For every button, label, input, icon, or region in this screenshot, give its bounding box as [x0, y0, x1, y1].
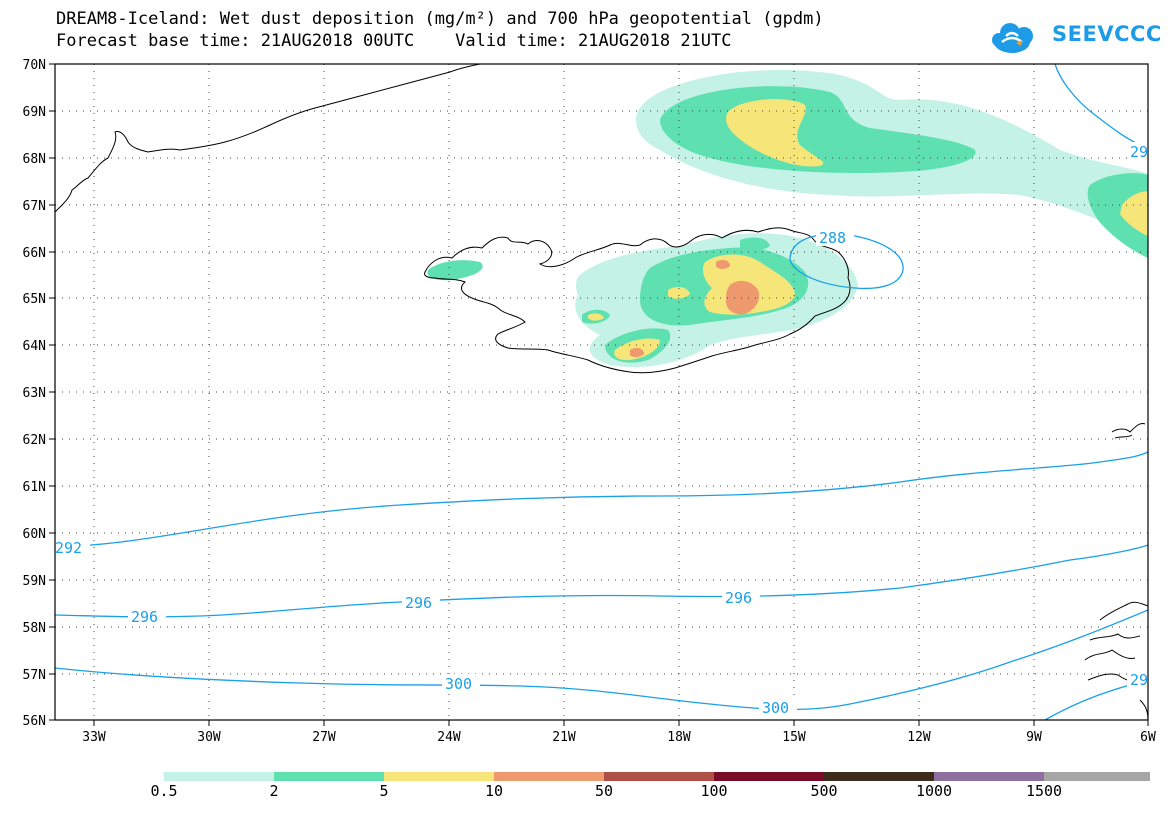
lat-label: 69N	[23, 105, 46, 120]
forecast-times: Forecast base time: 21AUG2018 00UTC Vali…	[56, 31, 732, 51]
legend-label: 2	[269, 782, 279, 800]
lat-label: 65N	[23, 292, 46, 307]
lat-label: 66N	[23, 246, 46, 261]
contour-label: 296	[725, 589, 752, 607]
contour-label: 296	[405, 594, 432, 612]
lat-label: 63N	[23, 386, 46, 401]
coastlines	[55, 64, 1148, 720]
contour-label: 288	[819, 229, 846, 247]
lat-label: 64N	[23, 339, 46, 354]
legend-swatch	[714, 772, 824, 781]
lon-label: 27W	[312, 730, 336, 745]
dust-iceland-mid-e	[740, 237, 770, 251]
dust-iceland-high-b	[630, 347, 644, 358]
graticule	[55, 64, 1148, 720]
lon-label: 12W	[907, 730, 931, 745]
faroe-coast	[1111, 423, 1146, 439]
longitude-labels: 33W 30W 27W 24W 21W 18W 15W 12W 9W 6W	[82, 730, 1156, 745]
dust-plume-east-inner	[1120, 191, 1148, 236]
figure-title: DREAM8-Iceland: Wet dust deposition (mg/…	[56, 9, 824, 29]
lon-label: 15W	[782, 730, 806, 745]
greenland-coast	[55, 64, 481, 213]
lon-label: 30W	[197, 730, 221, 745]
lat-label: 58N	[23, 621, 46, 636]
lat-label: 61N	[23, 480, 46, 495]
legend-label: 100	[700, 782, 728, 800]
contour-292	[55, 451, 1148, 548]
dust-iceland-mid-d	[427, 260, 483, 281]
legend-label: 5	[379, 782, 389, 800]
contour-296	[55, 544, 1148, 618]
scotland-coast	[1084, 601, 1148, 720]
legend-label: 500	[810, 782, 838, 800]
legend-swatch	[1044, 772, 1150, 781]
legend-label: 10	[484, 782, 504, 800]
legend-swatch	[824, 772, 934, 781]
legend-swatch	[934, 772, 1044, 781]
dust-deposition-field	[427, 69, 1148, 368]
lat-label: 68N	[23, 152, 46, 167]
contour-label: 29	[1130, 671, 1148, 689]
contour-292-north	[1054, 64, 1148, 151]
contour-300	[55, 609, 1148, 711]
seevccc-logo	[992, 23, 1033, 53]
legend-label: 50	[594, 782, 614, 800]
legend-swatch	[384, 772, 494, 781]
legend-swatch	[604, 772, 714, 781]
lat-label: 59N	[23, 574, 46, 589]
dust-plume-north-inner	[726, 99, 824, 167]
lon-label: 18W	[667, 730, 691, 745]
contour-label: 300	[762, 699, 789, 717]
lon-label: 21W	[552, 730, 576, 745]
lon-label: 6W	[1140, 730, 1156, 745]
dust-iceland-high-c	[716, 259, 730, 269]
contour-label: 296	[131, 608, 158, 626]
legend-label: 0.5	[150, 782, 178, 800]
dust-iceland-inner-c	[668, 286, 690, 299]
lon-label: 9W	[1026, 730, 1042, 745]
lat-label: 56N	[23, 714, 46, 729]
lat-label: 57N	[23, 668, 46, 683]
logo-text: SEEVCCC	[1052, 22, 1162, 46]
lon-label: 24W	[437, 730, 461, 745]
legend-swatch	[494, 772, 604, 781]
cloud-icon	[992, 23, 1033, 53]
dust-plume-east	[1087, 173, 1148, 258]
contour-label: 292	[55, 539, 82, 557]
dust-iceland-inner-d	[588, 313, 604, 321]
contour-labels: 292 296 296 296 300 300 288 29 29	[52, 142, 1148, 717]
dust-iceland-high-a	[725, 280, 760, 315]
lat-label: 62N	[23, 433, 46, 448]
legend-label: 1500	[1025, 782, 1063, 800]
tick-marks	[49, 63, 1149, 726]
latitude-labels: 70N 69N 68N 67N 66N 65N 64N 63N 62N 61N …	[23, 58, 46, 729]
lat-label: 67N	[23, 199, 46, 214]
lon-label: 33W	[82, 730, 106, 745]
legend-label: 1000	[915, 782, 953, 800]
legend-swatch	[164, 772, 274, 781]
lat-label: 60N	[23, 527, 46, 542]
iceland-coast	[424, 227, 851, 374]
contour-label: 300	[445, 675, 472, 693]
lat-label: 70N	[23, 58, 46, 73]
contour-label: 29	[1130, 143, 1148, 161]
legend-swatch	[274, 772, 384, 781]
